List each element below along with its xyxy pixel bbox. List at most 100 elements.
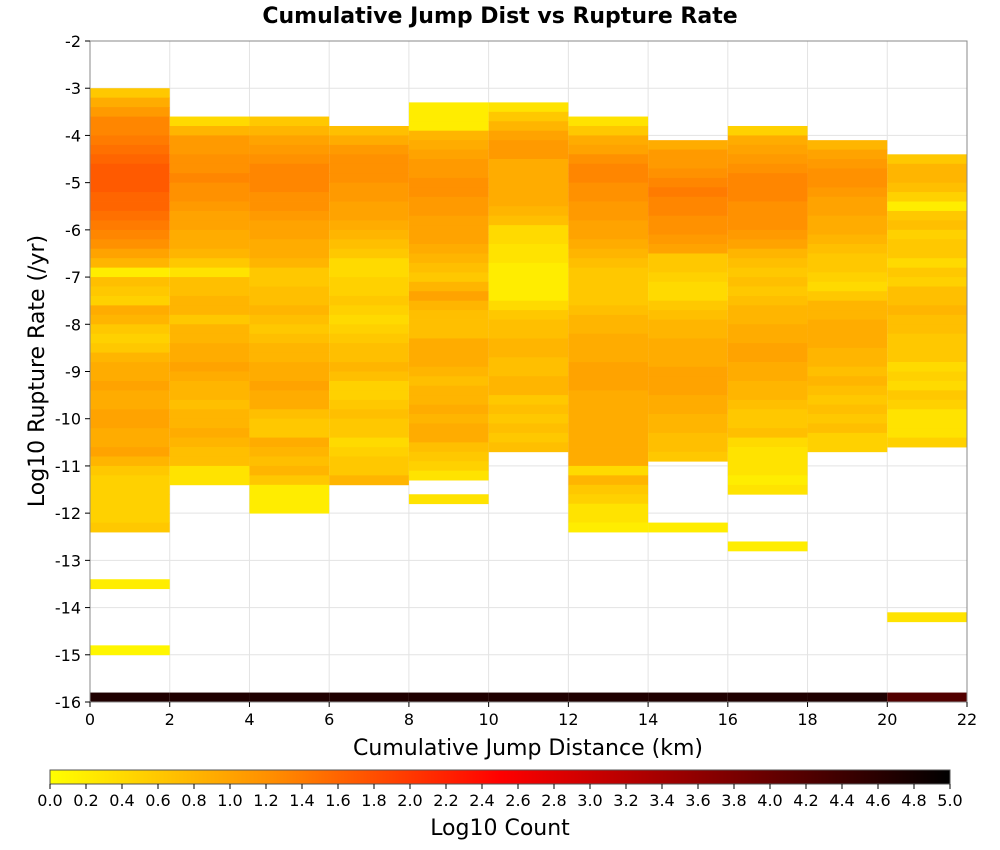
heatmap-cell xyxy=(169,192,250,202)
heatmap-cell xyxy=(408,159,489,169)
y-tick-label: -8 xyxy=(65,315,81,334)
heatmap-cell xyxy=(169,125,250,136)
heatmap-cell xyxy=(169,258,250,269)
heatmap-cell xyxy=(329,409,409,420)
heatmap-cell xyxy=(568,692,649,702)
heatmap-cell xyxy=(329,210,409,221)
heatmap-cell xyxy=(727,286,808,297)
heatmap-cell xyxy=(249,116,330,127)
heatmap-cell xyxy=(90,409,170,420)
heatmap-cell xyxy=(90,258,170,269)
heatmap-cell xyxy=(90,390,170,401)
heatmap-cell xyxy=(408,187,489,198)
heatmap-cell xyxy=(90,456,170,467)
heatmap-cell xyxy=(90,286,170,297)
heatmap-cell xyxy=(408,692,489,702)
heatmap-cell xyxy=(727,428,808,438)
heatmap-cell xyxy=(329,295,409,306)
heatmap-cells xyxy=(90,88,967,702)
heatmap-cell xyxy=(488,234,569,245)
plot-area xyxy=(89,40,968,703)
heatmap-cell xyxy=(329,305,409,316)
heatmap-cell xyxy=(90,135,170,146)
heatmap-cell xyxy=(90,182,170,193)
heatmap-cell xyxy=(727,154,808,165)
colorbar-tick-label: 1.4 xyxy=(289,791,314,810)
heatmap-cell xyxy=(648,347,728,358)
heatmap-cell xyxy=(488,225,569,235)
heatmap-cell xyxy=(329,286,409,297)
heatmap-cell xyxy=(408,102,489,113)
heatmap-cell xyxy=(408,244,489,254)
heatmap-cell xyxy=(648,159,728,169)
colorbar-tick-label: 0.8 xyxy=(181,791,206,810)
heatmap-cell xyxy=(727,267,808,278)
heatmap-cell xyxy=(329,239,409,250)
heatmap-cell xyxy=(568,239,649,250)
heatmap-cell xyxy=(727,295,808,306)
heatmap-cell xyxy=(408,253,489,264)
colorbar-tick-label: 2.2 xyxy=(433,791,458,810)
heatmap-cell xyxy=(488,111,569,122)
heatmap-cell xyxy=(169,465,250,476)
colorbar-tick-label: 3.8 xyxy=(721,791,746,810)
heatmap-cell xyxy=(488,432,569,443)
heatmap-cell xyxy=(568,258,649,269)
heatmap-cell xyxy=(648,395,728,405)
heatmap-cell xyxy=(408,215,489,226)
heatmap-cell xyxy=(408,310,489,320)
heatmap-cell xyxy=(329,277,409,287)
y-tick-label: -14 xyxy=(55,599,81,618)
heatmap-cell xyxy=(648,522,728,533)
heatmap-cell xyxy=(887,343,967,354)
heatmap-cell xyxy=(488,168,569,179)
heatmap-cell xyxy=(169,116,250,127)
heatmap-cell xyxy=(329,125,409,136)
heatmap-cell xyxy=(887,418,967,429)
colorbar-tick-label: 2.8 xyxy=(541,791,566,810)
heatmap-cell xyxy=(727,399,808,410)
heatmap-cell xyxy=(807,253,888,264)
heatmap-cell xyxy=(568,286,649,297)
heatmap-cell xyxy=(807,423,888,434)
heatmap-cell xyxy=(408,432,489,443)
heatmap-cell xyxy=(648,225,728,235)
x-tick-label: 20 xyxy=(877,710,897,729)
heatmap-cell xyxy=(90,513,170,523)
heatmap-cell xyxy=(169,135,250,146)
heatmap-cell xyxy=(648,319,728,330)
heatmap-cell xyxy=(648,366,728,377)
heatmap-cell xyxy=(568,220,649,231)
heatmap-cell xyxy=(169,229,250,240)
heatmap-cell xyxy=(249,314,330,325)
heatmap-cell xyxy=(408,404,489,415)
y-tick-label: -10 xyxy=(55,410,81,429)
heatmap-cell xyxy=(408,291,489,302)
heatmap-cell xyxy=(90,201,170,212)
heatmap-cell xyxy=(568,163,649,174)
x-tick-label: 18 xyxy=(797,710,817,729)
heatmap-cell xyxy=(807,177,888,188)
heatmap-cell xyxy=(887,163,967,174)
heatmap-cell xyxy=(249,163,330,174)
heatmap-cell xyxy=(169,154,250,165)
heatmap-cell xyxy=(249,258,330,269)
heatmap-cell xyxy=(408,225,489,235)
heatmap-cell xyxy=(90,229,170,240)
heatmap-cell xyxy=(249,324,330,335)
heatmap-cell xyxy=(249,456,330,467)
x-tick-label: 4 xyxy=(244,710,254,729)
heatmap-cell xyxy=(329,692,409,702)
heatmap-cell xyxy=(90,503,170,514)
heatmap-cell xyxy=(249,277,330,287)
colorbar-tick-label: 3.4 xyxy=(649,791,674,810)
heatmap-cell xyxy=(568,484,649,495)
heatmap-cell xyxy=(90,371,170,382)
heatmap-cell xyxy=(648,442,728,453)
heatmap-cell xyxy=(568,513,649,523)
heatmap-cell xyxy=(90,522,170,533)
heatmap-cell xyxy=(90,314,170,325)
heatmap-cell xyxy=(727,210,808,221)
heatmap-cell xyxy=(169,163,250,174)
heatmap-cell xyxy=(90,343,170,354)
